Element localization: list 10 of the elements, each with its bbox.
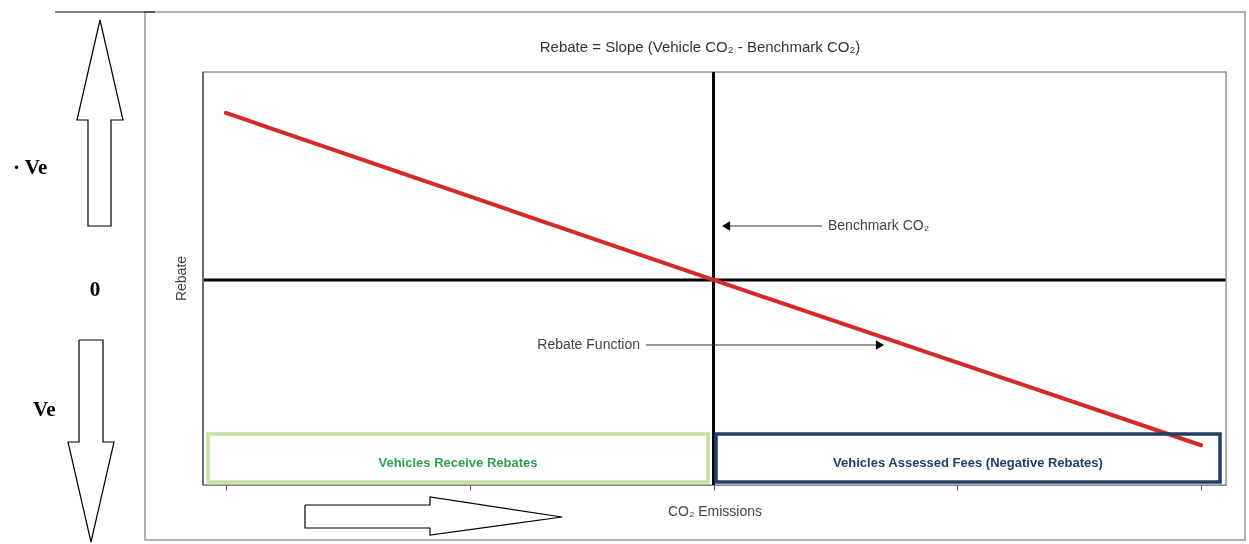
chart-title: Rebate = Slope (Vehicle CO₂ - Benchmark CO₂) [539, 38, 861, 55]
text: Vehicles Assessed Fees (Negative Rebates) [833, 455, 1103, 470]
x-axis-title: CO₂ Emissions [667, 503, 763, 519]
text: Vehicles Receive Rebates [378, 455, 538, 470]
text: 0 [89, 277, 101, 301]
text: Ve [33, 397, 56, 421]
text: · Ve [13, 155, 48, 179]
annotation: Rebate Function [537, 336, 640, 352]
y-axis-title: Rebate [173, 255, 189, 302]
text: Benchmark CO₂ [828, 217, 930, 233]
